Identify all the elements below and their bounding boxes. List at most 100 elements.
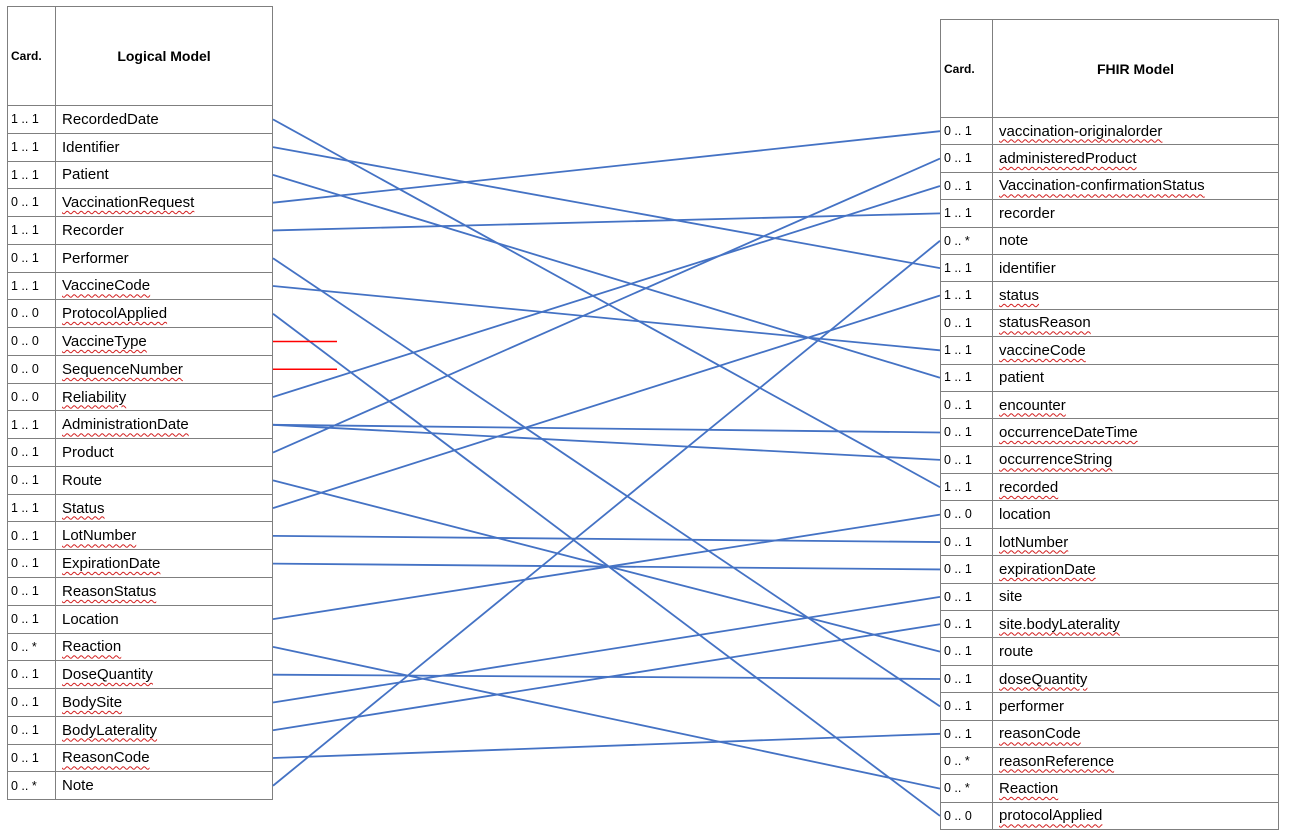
element-name-cell: recorded: [992, 473, 1279, 502]
element-name: doseQuantity: [999, 670, 1088, 688]
logical-row: 0 .. 1 ExpirationDate: [7, 549, 273, 579]
element-name: statusReason: [999, 314, 1091, 332]
element-name-cell: route: [992, 637, 1279, 666]
element-name: encounter: [999, 396, 1066, 414]
element-name: Location: [62, 610, 119, 628]
cardinality: 0 .. 1: [940, 664, 993, 694]
cardinality: 0 .. 0: [7, 354, 56, 384]
cardinality: 0 .. 0: [7, 327, 56, 356]
element-name: protocolApplied: [999, 807, 1103, 825]
element-name: location: [999, 506, 1051, 524]
element-name: LotNumber: [62, 527, 137, 545]
logical-row: 1 .. 1 VaccineCode: [7, 271, 273, 301]
element-name-cell: site.bodyLaterality: [992, 610, 1279, 639]
element-name-cell: statusReason: [992, 308, 1279, 338]
cardinality: 0 .. *: [940, 774, 993, 803]
element-name-cell: SequenceNumber: [55, 354, 273, 384]
element-name-cell: Product: [55, 438, 273, 467]
element-name: route: [999, 643, 1034, 661]
cardinality: 0 .. 1: [940, 610, 993, 639]
mapping-line: [272, 157, 941, 454]
logical-row: 0 .. 1 BodyLaterality: [7, 715, 273, 745]
fhir-row: 1 .. 1 recorded: [940, 473, 1279, 502]
cardinality: 0 .. 1: [7, 743, 56, 773]
element-name: Patient: [62, 166, 109, 184]
fhir-row: 0 .. 1 expirationDate: [940, 555, 1279, 584]
cardinality: 0 .. 1: [7, 549, 56, 579]
logical-row: 0 .. 0 SequenceNumber: [7, 354, 273, 384]
element-name-cell: note: [992, 226, 1279, 255]
element-name: VaccineCode: [62, 277, 151, 295]
element-name: Reaction: [999, 780, 1059, 798]
logical-row: 1 .. 1 Status: [7, 493, 273, 523]
element-name: identifier: [999, 259, 1056, 277]
logical-row: 0 .. 0 Reliability: [7, 382, 273, 412]
fhir-row: 0 .. 1 doseQuantity: [940, 664, 1279, 694]
element-name: recorded: [999, 478, 1059, 496]
mapping-line: [272, 623, 941, 732]
fhir-row: 0 .. 1 lotNumber: [940, 527, 1279, 557]
element-name-cell: site: [992, 582, 1279, 612]
element-name: BodyLaterality: [62, 721, 158, 739]
element-name: administeredProduct: [999, 150, 1137, 168]
element-name: reasonReference: [999, 752, 1115, 770]
mapping-line: [272, 240, 941, 787]
element-name: expirationDate: [999, 560, 1096, 578]
element-name: lotNumber: [999, 533, 1069, 551]
element-name: Product: [62, 444, 114, 462]
cardinality: 0 .. 1: [940, 418, 993, 447]
cardinality: 1 .. 1: [7, 105, 56, 134]
fhir-row: 1 .. 1 identifier: [940, 253, 1279, 283]
element-name-cell: administeredProduct: [992, 144, 1279, 173]
logical-row: 1 .. 1 Identifier: [7, 132, 273, 162]
fhir-row: 0 .. 1 statusReason: [940, 308, 1279, 338]
fhir-row: 0 .. * Reaction: [940, 774, 1279, 803]
logical-row: 1 .. 1 AdministrationDate: [7, 410, 273, 440]
fhir-model-header: Card. FHIR Model: [940, 19, 1279, 118]
element-name-cell: AdministrationDate: [55, 410, 273, 440]
mapping-line: [272, 423, 941, 434]
cardinality: 0 .. 1: [940, 555, 993, 584]
cardinality: 1 .. 1: [7, 493, 56, 523]
cardinality: 0 .. 1: [940, 527, 993, 557]
element-name-cell: vaccineCode: [992, 336, 1279, 365]
element-name-cell: VaccinationRequest: [55, 188, 273, 218]
cardinality: 1 .. 1: [7, 410, 56, 440]
element-name-cell: reasonReference: [992, 746, 1279, 776]
element-name-cell: Note: [55, 771, 273, 801]
cardinality: 0 .. 0: [7, 382, 56, 412]
fhir-row: 1 .. 1 patient: [940, 363, 1279, 392]
cardinality: 1 .. 1: [940, 336, 993, 365]
element-name-cell: Patient: [55, 160, 273, 190]
cardinality: 1 .. 1: [940, 473, 993, 502]
element-name-cell: patient: [992, 363, 1279, 392]
cardinality: 0 .. 1: [7, 465, 56, 495]
element-name-cell: ReasonCode: [55, 743, 273, 773]
cardinality: 0 .. 1: [7, 438, 56, 467]
element-name-cell: RecordedDate: [55, 105, 273, 134]
fhir-row: 0 .. 1 route: [940, 637, 1279, 666]
element-name: patient: [999, 369, 1045, 387]
element-name-cell: Identifier: [55, 132, 273, 162]
element-name-cell: lotNumber: [992, 527, 1279, 557]
element-name: occurrenceDateTime: [999, 423, 1138, 441]
element-name-cell: BodySite: [55, 688, 273, 717]
fhir-row: 0 .. 1 encounter: [940, 390, 1279, 420]
element-name-cell: ProtocolApplied: [55, 299, 273, 329]
cardinality: 0 .. 1: [7, 188, 56, 218]
element-name: Performer: [62, 249, 129, 267]
element-name-cell: Reaction: [992, 774, 1279, 803]
fhir-row: 1 .. 1 vaccineCode: [940, 336, 1279, 365]
element-name-cell: DoseQuantity: [55, 660, 273, 690]
element-name: Route: [62, 471, 103, 489]
element-name: recorder: [999, 204, 1055, 222]
logical-row: 0 .. 1 ReasonCode: [7, 743, 273, 773]
element-name: ProtocolApplied: [62, 305, 168, 323]
cardinality: 0 .. 1: [940, 308, 993, 338]
element-name: ReasonStatus: [62, 582, 157, 600]
cardinality: 0 .. 0: [940, 500, 993, 529]
element-name: note: [999, 232, 1029, 250]
cardinality: 0 .. *: [7, 632, 56, 662]
logical-row: 0 .. 0 VaccineType: [7, 327, 273, 356]
logical-row: 1 .. 1 RecordedDate: [7, 105, 273, 134]
